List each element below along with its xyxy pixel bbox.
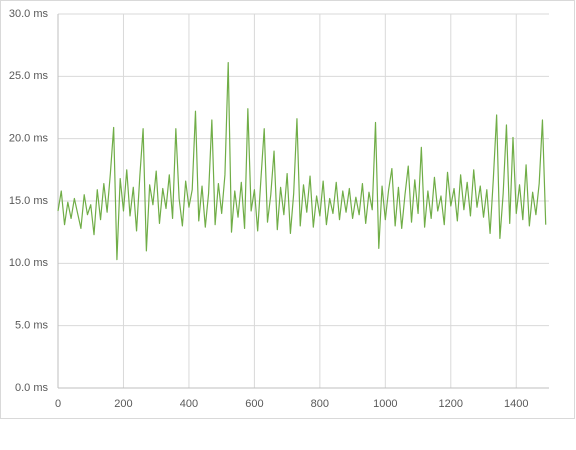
y-tick-label: 5.0 ms xyxy=(15,320,49,332)
x-tick-label: 800 xyxy=(311,398,329,410)
y-tick-label: 10.0 ms xyxy=(9,257,49,269)
data-line xyxy=(57,62,547,261)
y-tick-label: 20.0 ms xyxy=(9,133,49,145)
x-tick-label: 200 xyxy=(114,398,132,410)
y-tick-label: 15.0 ms xyxy=(9,195,49,207)
x-tick-label: 1200 xyxy=(439,398,463,410)
x-tick-label: 1000 xyxy=(373,398,397,410)
x-tick-label: 1400 xyxy=(504,398,528,410)
y-tick-label: 30.0 ms xyxy=(9,8,49,20)
x-tick-label: 0 xyxy=(55,398,61,410)
y-tick-label: 25.0 ms xyxy=(9,70,49,82)
x-tick-label: 600 xyxy=(245,398,263,410)
y-tick-label: 0.0 ms xyxy=(15,382,49,394)
x-tick-label: 400 xyxy=(180,398,198,410)
